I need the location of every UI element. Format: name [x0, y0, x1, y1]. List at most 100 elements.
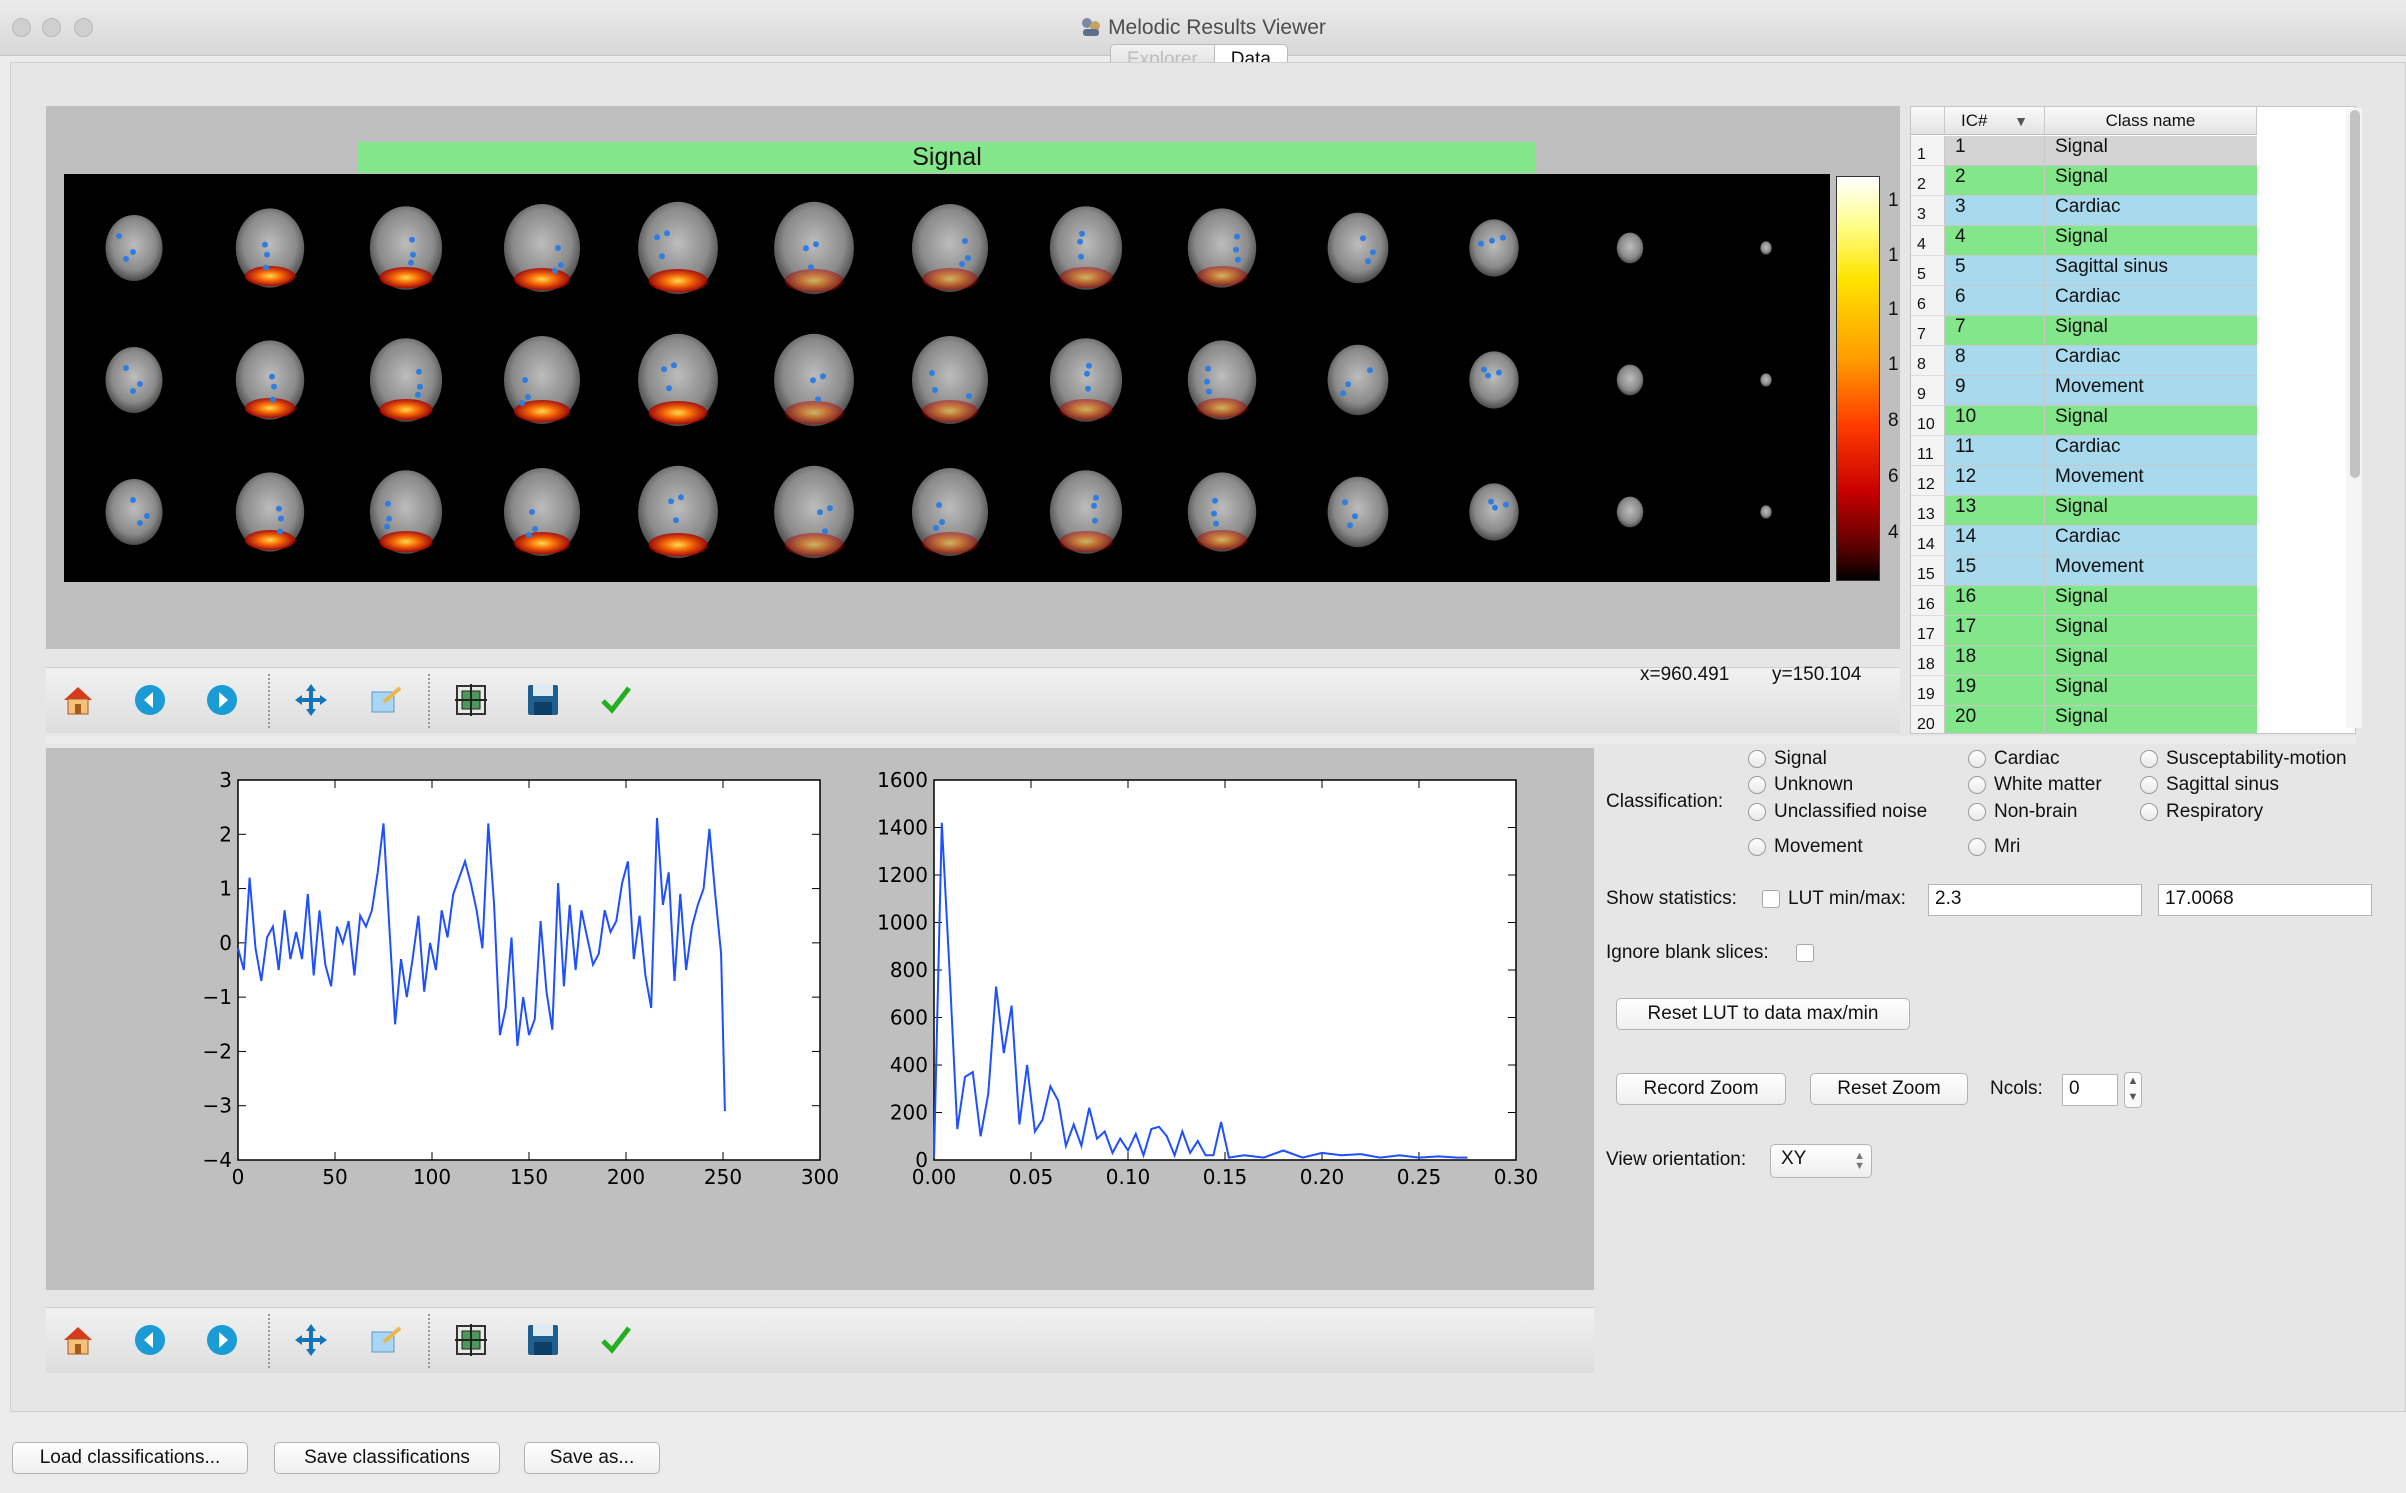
- class-name-cell[interactable]: Movement: [2045, 376, 2257, 406]
- ic-number-cell[interactable]: 1: [1945, 136, 2045, 166]
- table-row[interactable]: 12 12 Movement: [1911, 466, 2311, 496]
- ic-number-cell[interactable]: 14: [1945, 526, 2045, 556]
- radio-susceptability-motion[interactable]: Susceptability-motion: [2140, 748, 2347, 770]
- forward-arrow-icon[interactable]: [202, 680, 242, 720]
- save-icon[interactable]: [523, 1320, 563, 1360]
- table-row[interactable]: 18 18 Signal: [1911, 646, 2311, 676]
- ic-number-cell[interactable]: 8: [1945, 346, 2045, 376]
- table-row[interactable]: 7 7 Signal: [1911, 316, 2311, 346]
- ic-number-cell[interactable]: 2: [1945, 166, 2045, 196]
- ic-number-cell[interactable]: 3: [1945, 196, 2045, 226]
- back-arrow-icon[interactable]: [130, 1320, 170, 1360]
- ic-number-cell[interactable]: 4: [1945, 226, 2045, 256]
- ic-column-header[interactable]: IC# ▼: [1945, 107, 2045, 135]
- ic-number-cell[interactable]: 10: [1945, 406, 2045, 436]
- class-name-cell[interactable]: Cardiac: [2045, 346, 2257, 376]
- ic-number-cell[interactable]: 6: [1945, 286, 2045, 316]
- table-row[interactable]: 15 15 Movement: [1911, 556, 2311, 586]
- configure-subplots-icon[interactable]: [451, 1320, 491, 1360]
- radio-sagittal-sinus[interactable]: Sagittal sinus: [2140, 774, 2279, 796]
- configure-subplots-icon[interactable]: [451, 680, 491, 720]
- class-name-cell[interactable]: Signal: [2045, 646, 2257, 676]
- table-row[interactable]: 11 11 Cardiac: [1911, 436, 2311, 466]
- class-name-cell[interactable]: Cardiac: [2045, 526, 2257, 556]
- lut-max-input[interactable]: 17.0068: [2158, 884, 2372, 916]
- ic-number-cell[interactable]: 9: [1945, 376, 2045, 406]
- reset-zoom-button[interactable]: Reset Zoom: [1810, 1073, 1968, 1105]
- table-row[interactable]: 17 17 Signal: [1911, 616, 2311, 646]
- table-row[interactable]: 2 2 Signal: [1911, 166, 2311, 196]
- class-name-cell[interactable]: Cardiac: [2045, 286, 2257, 316]
- home-icon[interactable]: [58, 680, 98, 720]
- brain-slice-montage[interactable]: [64, 174, 1830, 582]
- table-row[interactable]: 1 1 Signal: [1911, 136, 2311, 166]
- record-zoom-button[interactable]: Record Zoom: [1616, 1073, 1786, 1105]
- save-icon[interactable]: [523, 680, 563, 720]
- ic-classification-table[interactable]: IC# ▼ Class name 1 1 Signal 2 2 Signal 3 3 Cardi…: [1910, 106, 2356, 734]
- load-classifications-button[interactable]: Load classifications...: [12, 1442, 248, 1474]
- radio-white-matter[interactable]: White matter: [1968, 774, 2102, 796]
- class-name-cell[interactable]: Cardiac: [2045, 196, 2257, 226]
- pan-icon[interactable]: [291, 1320, 331, 1360]
- table-row[interactable]: 9 9 Movement: [1911, 376, 2311, 406]
- reset-lut-button[interactable]: Reset LUT to data max/min: [1616, 998, 1910, 1030]
- table-row[interactable]: 14 14 Cardiac: [1911, 526, 2311, 556]
- pan-icon[interactable]: [291, 680, 331, 720]
- table-row[interactable]: 13 13 Signal: [1911, 496, 2311, 526]
- radio-unknown[interactable]: Unknown: [1748, 774, 1853, 796]
- back-arrow-icon[interactable]: [130, 680, 170, 720]
- table-row[interactable]: 8 8 Cardiac: [1911, 346, 2311, 376]
- radio-signal[interactable]: Signal: [1748, 748, 1827, 770]
- radio-unclassified-noise[interactable]: Unclassified noise: [1748, 801, 1927, 823]
- radio-cardiac[interactable]: Cardiac: [1968, 748, 2059, 770]
- check-icon[interactable]: [596, 1320, 636, 1360]
- ic-number-cell[interactable]: 11: [1945, 436, 2045, 466]
- zoom-window-button[interactable]: [74, 18, 93, 37]
- ic-number-cell[interactable]: 5: [1945, 256, 2045, 286]
- table-scrollbar-thumb[interactable]: [2350, 110, 2360, 478]
- lut-min-input[interactable]: 2.3: [1928, 884, 2142, 916]
- stepper-down-icon[interactable]: ▼: [2127, 1091, 2139, 1103]
- save-classifications-button[interactable]: Save classifications: [274, 1442, 500, 1474]
- zoom-icon[interactable]: [366, 1320, 406, 1360]
- table-row[interactable]: 20 20 Signal: [1911, 706, 2311, 733]
- class-name-cell[interactable]: Signal: [2045, 616, 2257, 646]
- table-row[interactable]: 6 6 Cardiac: [1911, 286, 2311, 316]
- radio-mri[interactable]: Mri: [1968, 836, 2020, 858]
- check-icon[interactable]: [596, 680, 636, 720]
- class-name-cell[interactable]: Signal: [2045, 706, 2257, 733]
- show-statistics-checkbox[interactable]: [1762, 890, 1780, 908]
- table-row[interactable]: 3 3 Cardiac: [1911, 196, 2311, 226]
- class-name-cell[interactable]: Movement: [2045, 556, 2257, 586]
- ic-number-cell[interactable]: 17: [1945, 616, 2045, 646]
- class-name-cell[interactable]: Signal: [2045, 406, 2257, 436]
- home-icon[interactable]: [58, 1320, 98, 1360]
- class-name-cell[interactable]: Sagittal sinus: [2045, 256, 2257, 286]
- ic-number-cell[interactable]: 7: [1945, 316, 2045, 346]
- class-name-cell[interactable]: Signal: [2045, 316, 2257, 346]
- class-name-column-header[interactable]: Class name: [2045, 107, 2257, 135]
- ic-number-cell[interactable]: 16: [1945, 586, 2045, 616]
- radio-non-brain[interactable]: Non-brain: [1968, 801, 2077, 823]
- ic-number-cell[interactable]: 13: [1945, 496, 2045, 526]
- class-name-cell[interactable]: Movement: [2045, 466, 2257, 496]
- table-row[interactable]: 4 4 Signal: [1911, 226, 2311, 256]
- table-row[interactable]: 19 19 Signal: [1911, 676, 2311, 706]
- ic-number-cell[interactable]: 19: [1945, 676, 2045, 706]
- pane-splitter[interactable]: [46, 736, 2356, 744]
- table-row[interactable]: 5 5 Sagittal sinus: [1911, 256, 2311, 286]
- class-name-cell[interactable]: Signal: [2045, 226, 2257, 256]
- ignore-blank-slices-checkbox[interactable]: [1796, 944, 1814, 962]
- view-orientation-select[interactable]: XY ▲ ▼: [1770, 1144, 1872, 1178]
- ic-number-cell[interactable]: 12: [1945, 466, 2045, 496]
- zoom-icon[interactable]: [366, 680, 406, 720]
- save-as-button[interactable]: Save as...: [524, 1442, 660, 1474]
- class-name-cell[interactable]: Cardiac: [2045, 436, 2257, 466]
- minimize-window-button[interactable]: [42, 18, 61, 37]
- class-name-cell[interactable]: Signal: [2045, 496, 2257, 526]
- close-window-button[interactable]: [12, 18, 31, 37]
- radio-movement[interactable]: Movement: [1748, 836, 1863, 858]
- class-name-cell[interactable]: Signal: [2045, 136, 2257, 166]
- ic-number-cell[interactable]: 20: [1945, 706, 2045, 733]
- ncols-input[interactable]: 0: [2062, 1074, 2118, 1106]
